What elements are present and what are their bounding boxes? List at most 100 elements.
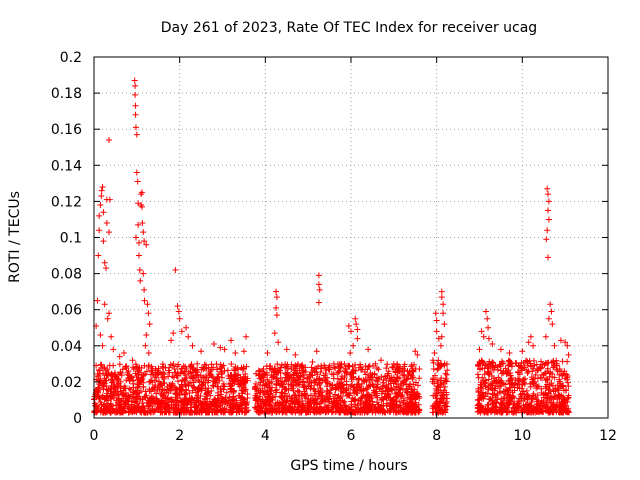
data-point [508, 374, 515, 381]
data-point [140, 229, 147, 236]
data-point [401, 361, 408, 368]
data-point [353, 389, 360, 396]
data-point [551, 374, 558, 381]
data-point [355, 406, 362, 413]
data-point [433, 328, 440, 335]
data-point [214, 383, 221, 390]
data-point [158, 408, 165, 415]
data-point [141, 297, 148, 304]
data-point [498, 404, 505, 411]
data-point [390, 374, 397, 381]
data-point [444, 403, 451, 410]
data-point [478, 328, 485, 335]
data-point [228, 397, 235, 404]
data-point [565, 392, 572, 399]
data-point [126, 408, 133, 415]
data-point [168, 337, 175, 344]
data-point [177, 386, 184, 393]
data-point [310, 400, 317, 407]
data-point [337, 397, 344, 404]
data-point [283, 399, 290, 406]
data-point [101, 259, 108, 266]
data-point [188, 404, 195, 411]
data-point [301, 391, 308, 398]
data-point [316, 375, 323, 382]
data-point [438, 294, 445, 301]
data-point [197, 372, 204, 379]
data-point [137, 395, 144, 402]
data-point [396, 398, 403, 405]
data-point [316, 286, 323, 293]
data-point [358, 401, 365, 408]
data-point [396, 375, 403, 382]
data-point [292, 362, 299, 369]
data-point [533, 361, 540, 368]
data-point [486, 396, 493, 403]
x-tick-label: 10 [513, 428, 531, 444]
data-point [554, 367, 561, 374]
data-point [534, 401, 541, 408]
data-point [262, 401, 269, 408]
data-point [436, 362, 443, 369]
data-point [509, 380, 516, 387]
data-point [159, 400, 166, 407]
data-point [474, 371, 481, 378]
data-point [236, 406, 243, 413]
data-point [375, 375, 382, 382]
data-point [401, 372, 408, 379]
data-point [361, 409, 368, 416]
data-point [435, 365, 442, 372]
data-point [261, 391, 268, 398]
data-point [137, 277, 144, 284]
data-point [563, 387, 570, 394]
data-point [211, 396, 218, 403]
data-point [409, 374, 416, 381]
data-point [437, 389, 444, 396]
data-point [327, 386, 334, 393]
data-point [544, 227, 551, 234]
data-point [188, 382, 195, 389]
data-point [378, 402, 385, 409]
data-point [522, 404, 529, 411]
data-point [273, 294, 280, 301]
data-point [285, 381, 292, 388]
data-point [264, 350, 271, 357]
data-point [150, 384, 157, 391]
data-point [342, 406, 349, 413]
data-point [141, 405, 148, 412]
data-point [394, 361, 401, 368]
data-point [482, 377, 489, 384]
data-point [436, 400, 443, 407]
data-point [545, 207, 552, 214]
data-point [319, 389, 326, 396]
data-point [236, 381, 243, 388]
data-point [195, 376, 202, 383]
data-point [374, 401, 381, 408]
data-point [534, 392, 541, 399]
data-point [294, 361, 301, 368]
data-point [547, 301, 554, 308]
data-point [100, 238, 107, 245]
data-point [189, 375, 196, 382]
data-point [288, 395, 295, 402]
data-point [198, 378, 205, 385]
data-point [143, 241, 150, 248]
data-point [243, 333, 250, 340]
data-point [223, 389, 230, 396]
data-point [135, 239, 142, 246]
data-point [137, 387, 144, 394]
data-point [300, 374, 307, 381]
data-point [440, 301, 447, 308]
data-point [508, 408, 515, 415]
data-point [204, 408, 211, 415]
data-point [514, 405, 521, 412]
data-point [432, 310, 439, 317]
data-point [228, 337, 235, 344]
data-point [185, 333, 192, 340]
data-point [273, 288, 280, 295]
data-point [556, 378, 563, 385]
data-point [358, 406, 365, 413]
data-point [538, 358, 545, 365]
data-point [117, 404, 124, 411]
